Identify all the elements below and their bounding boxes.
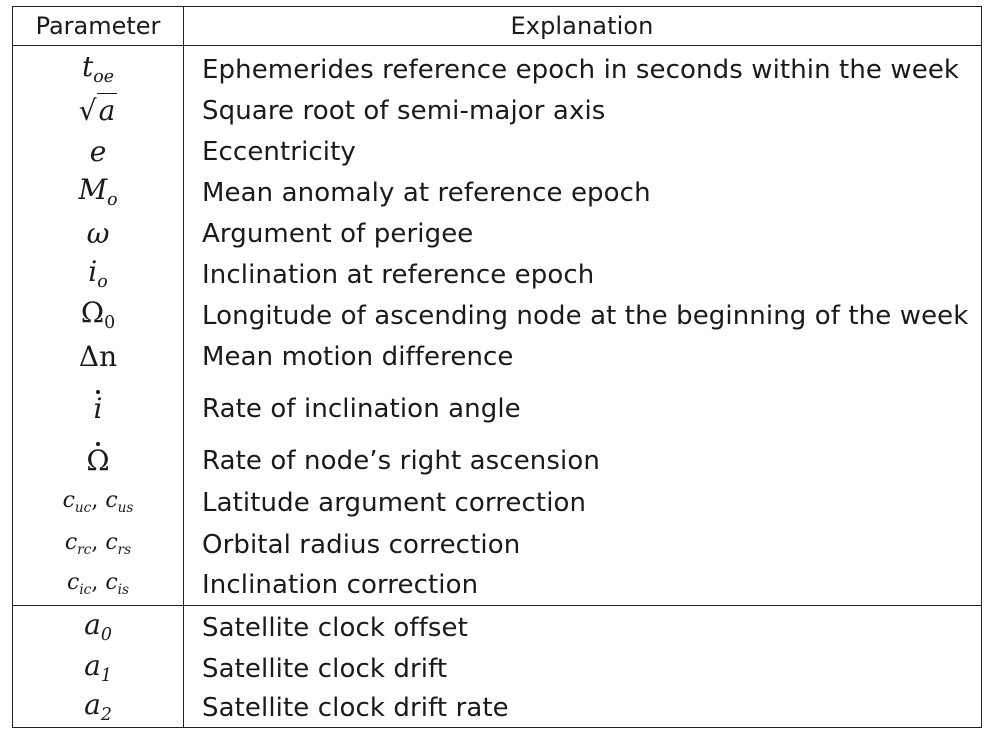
parameter-explanation: Longitude of ascending node at the begin… — [202, 301, 969, 331]
parameter-symbol: Ω — [86, 442, 110, 477]
table-row: toe Ephemerides reference epoch in secon… — [13, 51, 981, 89]
table-row: a2 Satellite clock drift rate — [13, 689, 981, 727]
parameter-explanation: Inclination correction — [202, 570, 479, 600]
parameter-symbol: crc, crs — [64, 530, 132, 559]
parameter-symbol: i — [93, 390, 103, 425]
parameter-explanation: Rate of inclination angle — [202, 394, 521, 424]
table-row: Ω Rate of node’s right ascension — [13, 439, 981, 483]
parameter-explanation: Satellite clock offset — [202, 613, 468, 643]
column-divider — [183, 7, 184, 727]
parameter-explanation: Satellite clock drift — [202, 654, 448, 684]
header-row: Parameter Explanation — [13, 7, 981, 45]
parameter-explanation: Rate of node’s right ascension — [202, 446, 600, 476]
table-row: e Eccentricity — [13, 133, 981, 171]
parameter-symbol: a2 — [84, 688, 112, 726]
table-row: a1 Satellite clock drift — [13, 649, 981, 689]
table-row: cic, cis Inclination correction — [13, 565, 981, 605]
parameter-symbol: toe — [82, 50, 114, 88]
table-row: i Rate of inclination angle — [13, 387, 981, 431]
parameter-explanation: Latitude argument correction — [202, 488, 587, 518]
table-row: √a Square root of semi-major axis — [13, 91, 981, 131]
parameter-symbol: Ω0 — [80, 296, 116, 334]
parameter-symbol: a0 — [84, 608, 112, 646]
header-explanation: Explanation — [510, 12, 654, 40]
table-row: Δn Mean motion difference — [13, 337, 981, 377]
parameter-symbol: ω — [86, 217, 110, 250]
parameter-explanation: Mean anomaly at reference epoch — [202, 178, 651, 208]
table-row: Mo Mean anomaly at reference epoch — [13, 173, 981, 213]
clock-section-divider — [13, 605, 981, 606]
parameter-explanation: Eccentricity — [202, 137, 356, 167]
table-row: Ω0 Longitude of ascending node at the be… — [13, 296, 981, 336]
parameter-symbol: io — [88, 255, 108, 293]
header-parameter: Parameter — [35, 12, 161, 40]
parameter-explanation: Square root of semi-major axis — [202, 96, 606, 126]
header-divider — [13, 45, 981, 46]
parameter-explanation: Argument of perigee — [202, 219, 474, 249]
table-row: cuc, cus Latitude argument correction — [13, 483, 981, 523]
table-row: io Inclination at reference epoch — [13, 255, 981, 295]
parameter-symbol: Mo — [78, 173, 118, 211]
parameter-symbol: √a — [78, 93, 118, 127]
parameter-symbol: a1 — [84, 649, 112, 687]
parameter-symbol: cic, cis — [66, 570, 129, 599]
table-row: a0 Satellite clock offset — [13, 608, 981, 648]
parameter-symbol: cuc, cus — [62, 488, 134, 517]
parameter-explanation: Orbital radius correction — [202, 530, 521, 560]
parameter-explanation: Inclination at reference epoch — [202, 260, 595, 290]
parameter-symbol: e — [89, 135, 107, 168]
table-row: crc, crs Orbital radius correction — [13, 525, 981, 565]
parameter-explanation: Mean motion difference — [202, 342, 514, 372]
parameter-explanation: Ephemerides reference epoch in seconds w… — [202, 55, 960, 85]
parameter-explanation: Satellite clock drift rate — [202, 693, 509, 723]
ephemeris-parameter-table: Parameter Explanation toe Ephemerides re… — [12, 6, 982, 728]
square-root-icon: √ — [78, 94, 97, 127]
table-row: ω Argument of perigee — [13, 215, 981, 253]
parameter-symbol: Δn — [78, 340, 118, 373]
